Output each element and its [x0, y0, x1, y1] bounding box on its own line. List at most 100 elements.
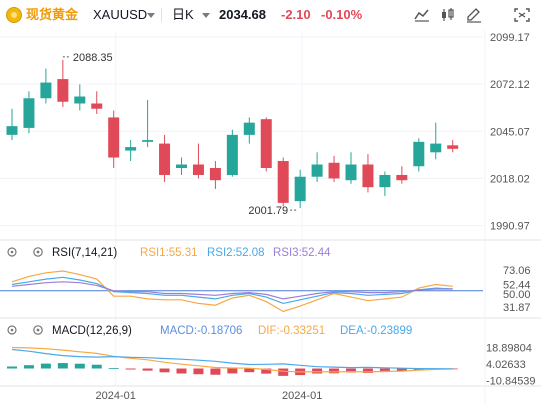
price-axis-label: 2045.07: [490, 126, 530, 138]
candle[interactable]: [294, 169, 306, 209]
rsi-series-label: RSI2:52.08: [207, 247, 265, 259]
gold-coin-icon: [6, 7, 22, 23]
macd-series-label: DIF:-0.33251: [258, 325, 325, 337]
candle[interactable]: [243, 117, 255, 144]
candle[interactable]: [176, 157, 187, 175]
change-percent: -0.10%: [321, 7, 363, 22]
macd-axis-label: -10.84539: [486, 376, 536, 388]
chevron-down-icon[interactable]: [147, 13, 155, 18]
candle[interactable]: [413, 138, 425, 172]
macd-series-label: DEA:-0.23899: [340, 325, 412, 337]
eye-icon[interactable]: [7, 247, 17, 257]
candle[interactable]: [159, 134, 171, 182]
chart-header: 现货黄金 XAUUSD 日K 2034.68 -0.10% -2.10: [0, 0, 541, 30]
dea-line: [11, 348, 453, 370]
symbol-name[interactable]: 现货黄金: [26, 7, 79, 22]
macd-histogram-bar: [159, 368, 170, 373]
rsi-line: [11, 270, 453, 313]
eye-icon[interactable]: [7, 325, 17, 335]
dif-line: [11, 346, 453, 373]
candle[interactable]: [447, 140, 459, 153]
fullscreen-icon[interactable]: [512, 6, 532, 24]
macd-histogram-bar: [125, 368, 136, 370]
macd-axis-label: 4.02633: [486, 359, 526, 371]
candle[interactable]: [260, 117, 272, 172]
candle[interactable]: [74, 84, 86, 111]
candle[interactable]: [345, 152, 357, 184]
rsi-panel[interactable]: RSI(7,14,21) RSI1:55.31 RSI2:52.08 RSI3:52.…: [0, 247, 483, 313]
macd-histogram-bar: [193, 368, 204, 375]
macd-histogram-bar: [312, 368, 323, 374]
candle-body: [311, 164, 323, 177]
candle-body: [40, 82, 52, 99]
candle[interactable]: [328, 155, 340, 182]
candle-body: [23, 98, 35, 128]
macd-panel[interactable]: MACD(12,26,9) MACD:-0.18706 DIF:-0.33251 DE…: [7, 325, 458, 376]
candle[interactable]: [311, 152, 323, 182]
candle[interactable]: [40, 68, 52, 104]
drawing-icon[interactable]: [464, 6, 484, 24]
symbol-code[interactable]: XAUUSD: [93, 7, 148, 22]
candle[interactable]: [23, 91, 35, 134]
time-axis-label: 2024-01: [96, 390, 136, 402]
rsi-line: [11, 276, 453, 305]
candle-body: [74, 96, 86, 104]
candle[interactable]: [125, 140, 137, 162]
candle[interactable]: [277, 157, 289, 207]
settings-icon[interactable]: [33, 247, 43, 257]
chart-type-icon[interactable]: [412, 6, 432, 24]
rsi-legend[interactable]: RSI(7,14,21) RSI1:55.31 RSI2:52.08 RSI3:52.…: [7, 247, 331, 259]
candle[interactable]: [430, 122, 442, 160]
price-axis-label: 2099.17: [490, 32, 530, 44]
candle[interactable]: [396, 166, 408, 184]
price-axis-label: 2072.12: [490, 79, 530, 91]
macd-histogram-bar: [244, 368, 255, 373]
candle[interactable]: [6, 108, 18, 141]
macd-axis-label: 18.89804: [486, 342, 532, 354]
macd-histogram-bar: [227, 368, 238, 374]
candle-body: [396, 174, 408, 181]
candle-body: [209, 168, 221, 181]
macd-histogram-bar: [74, 363, 85, 369]
macd-histogram-bar: [40, 363, 51, 369]
price-axis[interactable]: 2099.17 2072.12 2045.07 2018.02 1990.97 73.06…: [96, 32, 536, 402]
macd-legend[interactable]: MACD(12,26,9) MACD:-0.18706 DIF:-0.33251 DE…: [7, 325, 412, 337]
settings-icon[interactable]: [33, 325, 43, 335]
chevron-down-icon[interactable]: [202, 13, 210, 18]
candle[interactable]: [362, 154, 374, 193]
candle[interactable]: [142, 100, 154, 148]
price-axis-label: 2018.02: [490, 173, 530, 185]
candle[interactable]: [379, 171, 391, 196]
high-price-label: 2088.35: [73, 52, 113, 64]
candle-body: [243, 122, 255, 135]
candle[interactable]: [192, 143, 204, 179]
settings-dot: [36, 250, 40, 254]
candle-body: [294, 176, 306, 202]
candle[interactable]: [108, 110, 120, 168]
candle-body: [413, 141, 425, 167]
rsi-axis-label: 73.06: [503, 265, 531, 277]
candlestick-chart[interactable]: 2088.35 2001.79: [6, 52, 459, 217]
last-price: 2034.68: [219, 7, 266, 22]
macd-histogram-bar: [210, 368, 221, 375]
candle[interactable]: [226, 129, 238, 177]
macd-histogram-bar: [91, 364, 102, 369]
header-divider: [161, 8, 162, 22]
candle-body: [192, 164, 204, 175]
grid-layer: [0, 30, 541, 404]
candle[interactable]: [209, 161, 221, 189]
candle[interactable]: [91, 91, 103, 114]
rsi-line: [11, 281, 453, 300]
indicators-icon[interactable]: [438, 6, 458, 24]
candle-body: [260, 119, 272, 168]
candle-body: [277, 161, 289, 203]
macd-histogram-bar: [278, 368, 289, 376]
interval-selector[interactable]: 日K: [172, 7, 194, 22]
macd-title: MACD(12,26,9): [52, 325, 132, 337]
eye-pupil: [10, 328, 14, 332]
macd-histogram-bar: [142, 368, 153, 371]
candle-body: [362, 164, 374, 188]
macd-histogram-bar: [176, 368, 187, 374]
candle[interactable]: [57, 59, 69, 107]
